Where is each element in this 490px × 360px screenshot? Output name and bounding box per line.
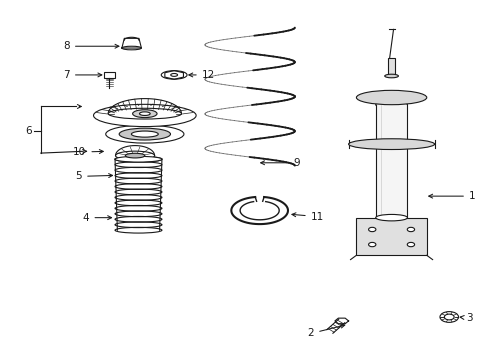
Ellipse shape: [376, 102, 408, 108]
Ellipse shape: [125, 153, 145, 158]
Ellipse shape: [440, 312, 459, 322]
FancyBboxPatch shape: [104, 72, 115, 78]
Ellipse shape: [106, 125, 184, 143]
Ellipse shape: [116, 151, 155, 160]
Ellipse shape: [376, 215, 408, 221]
Text: 12: 12: [189, 70, 215, 80]
Ellipse shape: [133, 110, 157, 118]
Ellipse shape: [356, 90, 427, 105]
Text: 1: 1: [429, 191, 475, 201]
Ellipse shape: [131, 131, 158, 137]
Ellipse shape: [368, 227, 376, 231]
Bar: [388, 58, 395, 76]
Ellipse shape: [115, 156, 162, 162]
Text: 7: 7: [63, 70, 102, 80]
Ellipse shape: [94, 104, 196, 127]
Ellipse shape: [407, 242, 415, 247]
Text: 3: 3: [460, 313, 473, 323]
Bar: [376, 105, 408, 218]
Text: 11: 11: [292, 212, 324, 221]
Text: 8: 8: [63, 41, 119, 51]
Ellipse shape: [407, 227, 415, 231]
Ellipse shape: [385, 74, 398, 78]
Ellipse shape: [108, 108, 181, 119]
Bar: [356, 218, 427, 255]
Text: 2: 2: [308, 324, 345, 338]
Text: 9: 9: [261, 158, 299, 168]
Ellipse shape: [122, 46, 142, 50]
Text: 10: 10: [74, 147, 103, 157]
Text: 4: 4: [83, 213, 112, 222]
Ellipse shape: [140, 112, 150, 116]
Text: 5: 5: [75, 171, 113, 181]
Ellipse shape: [171, 73, 177, 76]
Ellipse shape: [119, 128, 171, 140]
Text: 6: 6: [25, 126, 32, 135]
Ellipse shape: [444, 314, 454, 320]
Ellipse shape: [348, 139, 435, 149]
Ellipse shape: [368, 242, 376, 247]
